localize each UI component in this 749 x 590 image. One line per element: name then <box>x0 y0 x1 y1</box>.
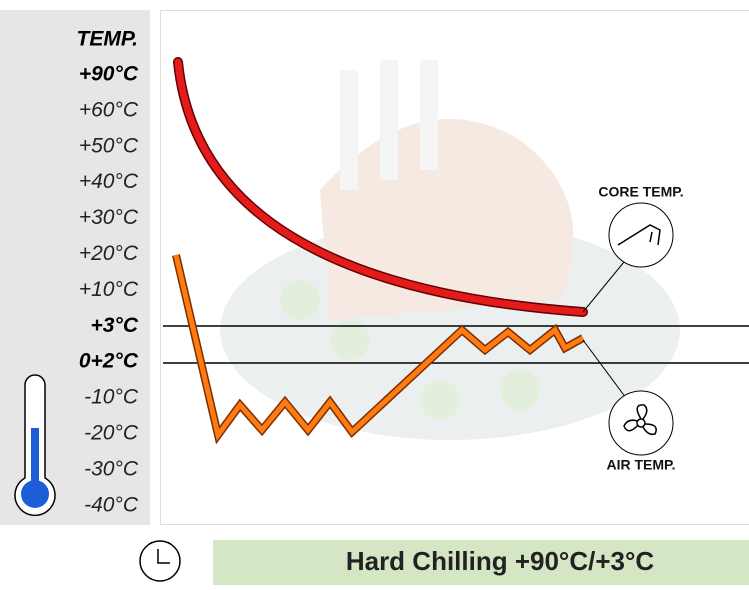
core-label: CORE TEMP. <box>598 184 683 200</box>
axis-label: +40°C <box>79 170 139 193</box>
banner-title: Hard Chilling +90°C/+3°C <box>346 546 655 576</box>
axis-label: -10°C <box>84 386 139 409</box>
axis-label: +90°C <box>79 63 139 86</box>
axis-label: +60°C <box>79 98 139 121</box>
axis-label: +20°C <box>79 242 139 265</box>
axis-label: 0+2°C <box>79 350 139 373</box>
probe-icon <box>609 203 673 267</box>
axis-label: -20°C <box>84 422 139 445</box>
axis-label: +30°C <box>79 206 139 229</box>
air-label: AIR TEMP. <box>607 457 676 473</box>
axis-panel <box>0 10 150 525</box>
axis-label: -40°C <box>84 493 139 516</box>
axis-label: -30°C <box>84 457 139 480</box>
fan-icon <box>609 391 673 455</box>
clock-icon <box>140 541 180 581</box>
page: {"axis": {"title": "TEMP.", "labels": ["… <box>0 0 749 585</box>
axis-label: +3°C <box>90 314 138 337</box>
axis-title: TEMP. <box>77 28 138 51</box>
axis-label: +10°C <box>79 278 139 301</box>
axis-label: +50°C <box>79 134 139 157</box>
scene: CORE TEMP. AIR TEMP. Hard Chilling +90°C… <box>0 0 749 585</box>
